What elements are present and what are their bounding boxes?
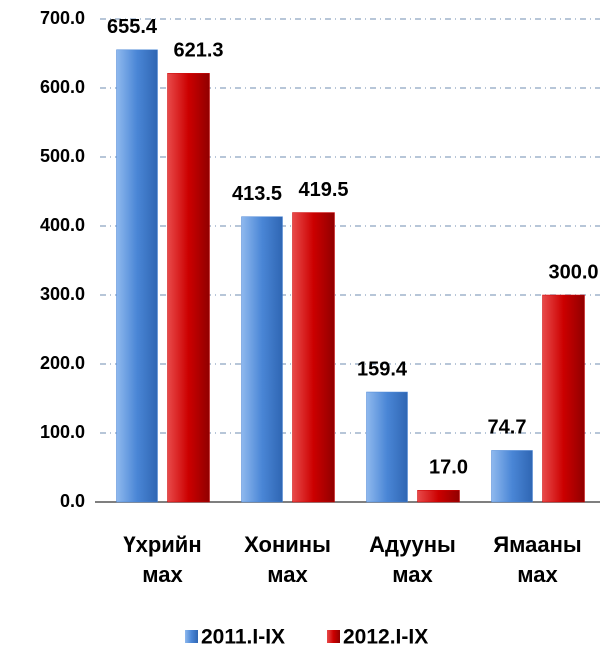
x-tick-label: Ямааны мах — [493, 532, 581, 587]
value-label: 300.0 — [548, 261, 598, 283]
bar — [116, 49, 158, 503]
y-tick-label: 0.0 — [60, 491, 85, 511]
value-label: 413.5 — [232, 183, 282, 205]
y-tick-label: 400.0 — [40, 215, 85, 235]
value-label: 419.5 — [298, 179, 348, 201]
x-tick-label: Хонины мах — [244, 532, 331, 587]
value-label: 621.3 — [173, 40, 223, 62]
value-label: 74.7 — [488, 417, 527, 439]
value-label: 159.4 — [357, 358, 408, 380]
bar — [491, 450, 533, 503]
bar — [167, 73, 210, 503]
bar — [542, 294, 585, 503]
bar — [417, 490, 460, 503]
bar — [366, 391, 408, 503]
value-label: 655.4 — [107, 16, 158, 38]
y-tick-label: 100.0 — [40, 422, 85, 442]
y-tick-label: 700.0 — [40, 8, 85, 28]
legend-swatch — [185, 630, 198, 643]
x-tick-label: Үхрийн мах — [123, 532, 201, 587]
legend-label: 2011.I-IX — [201, 626, 285, 649]
value-label: 17.0 — [429, 457, 468, 479]
legend-swatch — [327, 630, 340, 643]
y-tick-label: 200.0 — [40, 353, 85, 373]
y-tick-label: 500.0 — [40, 146, 85, 166]
bar — [292, 212, 335, 503]
y-tick-label: 600.0 — [40, 77, 85, 97]
y-tick-label: 300.0 — [40, 284, 85, 304]
bar — [241, 216, 283, 503]
x-tick-label: Адууны мах — [369, 532, 456, 587]
legend-label: 2012.I-IX — [343, 626, 428, 649]
